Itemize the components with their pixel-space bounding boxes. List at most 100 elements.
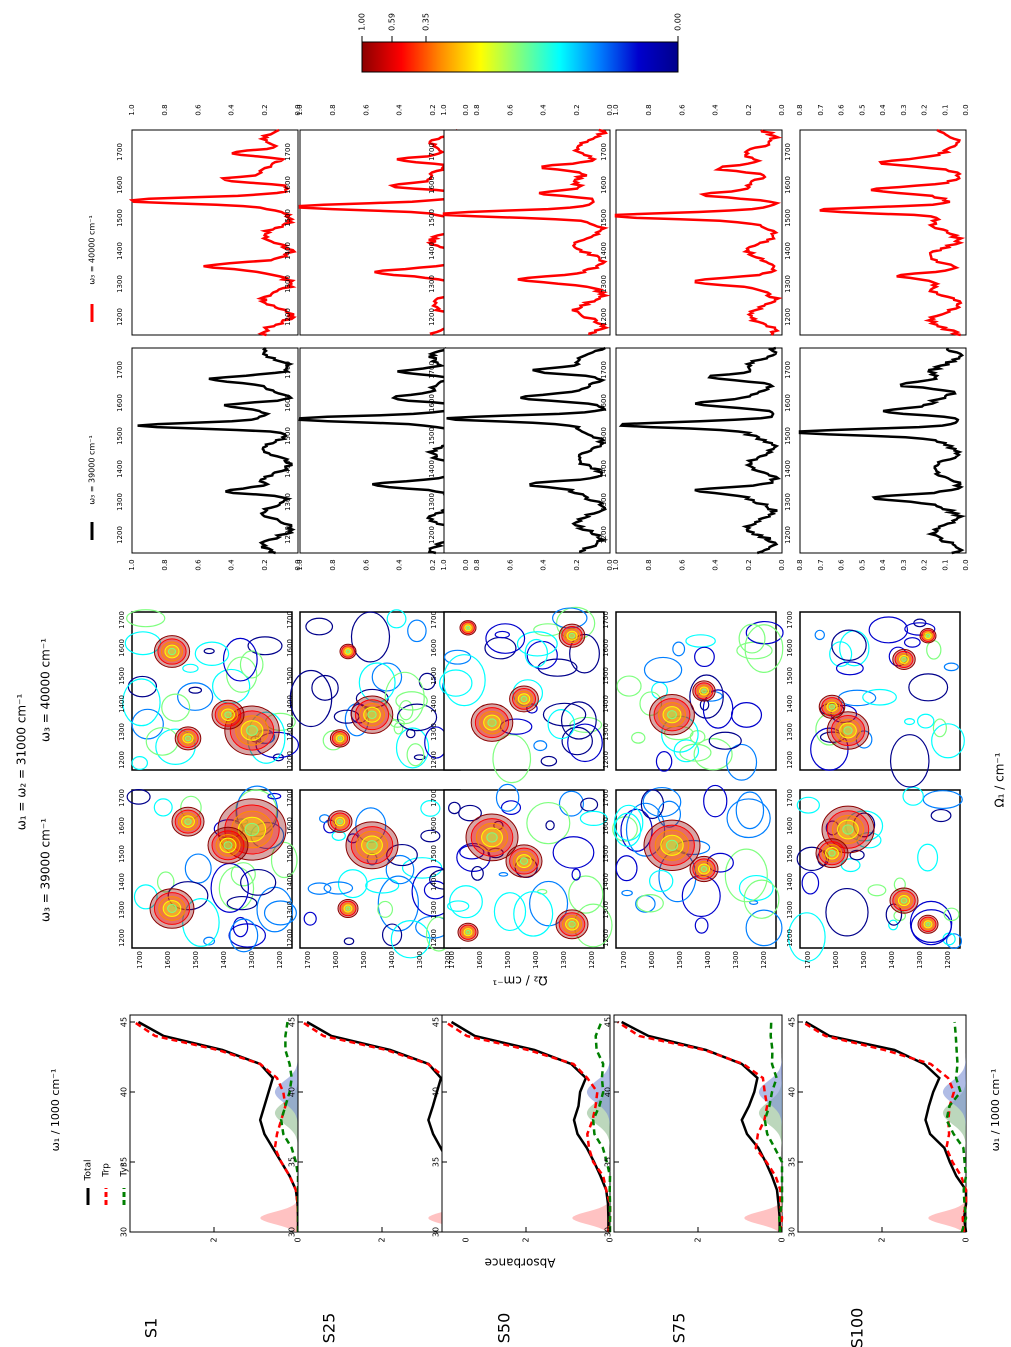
spectrum-y-tick: 0.4 <box>879 559 887 571</box>
map-x-tick: 1200 <box>602 751 610 769</box>
contour-peak <box>700 865 708 873</box>
contour-peak <box>174 809 202 834</box>
absorbance-x-tick: 30 <box>432 1227 441 1237</box>
contour-peak <box>223 841 233 850</box>
spectrum-y-tick: 1.0 <box>440 104 448 115</box>
contour-peak <box>897 895 911 907</box>
absorbance-y-tick: 0 <box>606 1237 615 1242</box>
map-x-tick: 1600 <box>602 817 610 835</box>
map-x-tick: 1200 <box>286 751 294 769</box>
map-x-tick: 1400 <box>786 873 794 891</box>
contour <box>448 801 461 815</box>
map-y-tick: 1700 <box>304 951 312 969</box>
contour-peak <box>699 686 709 696</box>
spectrum-y-tick: 0.8 <box>161 104 169 115</box>
contour <box>247 711 286 764</box>
absorbance-y-tick: 2 <box>522 1237 531 1242</box>
spectrum-x-tick: 1300 <box>600 275 608 293</box>
contour-peak <box>483 714 501 731</box>
map-y-tick: 1200 <box>760 951 768 969</box>
spectrum-x-tick: 1200 <box>116 308 124 326</box>
contour <box>636 894 664 913</box>
spectrum-y-tick: 0.2 <box>921 559 929 570</box>
contour <box>458 804 482 822</box>
contour-peak <box>354 699 390 731</box>
contour <box>922 790 963 810</box>
map-x-tick: 1200 <box>118 929 126 947</box>
spectrum-y-tick: 0.0 <box>294 104 302 115</box>
contour-peak <box>157 638 187 665</box>
contour <box>420 800 441 817</box>
spectrum-y-tick: 0.4 <box>228 559 236 571</box>
spectrum-y-tick: 0.8 <box>645 559 653 570</box>
contour-map-panel: 1200 1300 1400 1500 1600 1700 1200 1300 1400 1500… <box>602 784 783 969</box>
header-right-label: ω₃ = 40000 cm⁻¹ <box>39 638 53 742</box>
contour <box>350 611 391 663</box>
spectrum-panel-40000: 0.0 0.2 0.4 0.6 0.8 1.0 1200 1300 1400 1500 1600 17… <box>284 104 470 336</box>
map-x-tick: 1200 <box>430 929 438 947</box>
absorbance-y-tick: 2 <box>378 1237 387 1242</box>
contour <box>749 900 759 905</box>
spectrum-y-tick: 0.7 <box>817 104 825 115</box>
spectrum-y-tick: 0.0 <box>962 559 970 570</box>
contour <box>267 792 282 800</box>
map-x-tick: 1700 <box>602 789 610 807</box>
contour-peak <box>345 821 399 870</box>
contour <box>726 743 758 781</box>
contour <box>229 918 259 953</box>
contour <box>235 789 278 834</box>
spectrum-y-tick: 0.6 <box>678 559 686 571</box>
contour <box>337 869 368 899</box>
spectrum-x-tick: 1700 <box>116 143 124 161</box>
absorbance-x-tick: 35 <box>288 1157 297 1167</box>
spectrum-y-tick: 0.0 <box>778 559 786 570</box>
contour-peak <box>665 839 679 851</box>
contour <box>580 797 599 812</box>
absorbance-y-tick: 0 <box>294 1237 303 1242</box>
spectrum-y-tick: 0.4 <box>396 104 404 116</box>
spectrum-y-tick: 0.2 <box>573 559 581 570</box>
contour-peak <box>689 855 719 883</box>
contour-peak <box>565 918 579 931</box>
spectrum-line <box>137 347 296 555</box>
contour <box>787 912 826 962</box>
contour <box>889 734 930 788</box>
spectrum-y-tick: 0.6 <box>362 104 370 116</box>
contour-peak <box>923 920 933 929</box>
spectrum-y-tick: 0.6 <box>838 559 846 571</box>
map-x-tick: 1700 <box>286 789 294 807</box>
contour <box>155 728 196 765</box>
contour <box>133 884 158 910</box>
contour <box>371 662 403 692</box>
spectrum-x-tick: 1300 <box>284 275 292 293</box>
spectrum-y-tick: 0.8 <box>329 104 337 115</box>
spectrum-y-tick: 1.0 <box>612 559 620 570</box>
spectrum-x-tick: 1300 <box>784 275 792 293</box>
contour <box>257 729 275 745</box>
absorbance-x-tick: 30 <box>288 1227 297 1237</box>
contour <box>413 754 426 761</box>
contour-peak <box>363 706 381 723</box>
contour-peak <box>350 695 394 734</box>
contour <box>459 845 485 860</box>
contour <box>407 619 427 643</box>
map-x-title: Ω₁ / cm⁻¹ <box>993 752 1007 807</box>
contour <box>569 716 603 733</box>
contour <box>655 751 673 772</box>
sample-label-s75: S75 <box>670 1313 689 1344</box>
contour-peak <box>692 680 716 702</box>
absorbance-x-tick: 35 <box>432 1157 441 1167</box>
contour-peak <box>181 815 195 828</box>
contour <box>529 880 569 927</box>
spectrum-y-tick: 0.4 <box>712 559 720 571</box>
contour-map-panel: 1200 1300 1400 1500 1600 1700 <box>118 609 300 771</box>
spectrum-x-tick: 1200 <box>284 526 292 544</box>
sample-label-s100: S100 <box>848 1308 867 1347</box>
map-x-tick: 1500 <box>602 845 610 863</box>
spectrum-x-tick: 1400 <box>600 242 608 260</box>
absorbance-y-tick: 2 <box>878 1237 887 1242</box>
spectrum-x-tick: 1300 <box>116 493 124 511</box>
contour-peak <box>486 832 498 843</box>
contour-peak <box>224 711 232 719</box>
map-x-tick: 1400 <box>118 695 126 713</box>
